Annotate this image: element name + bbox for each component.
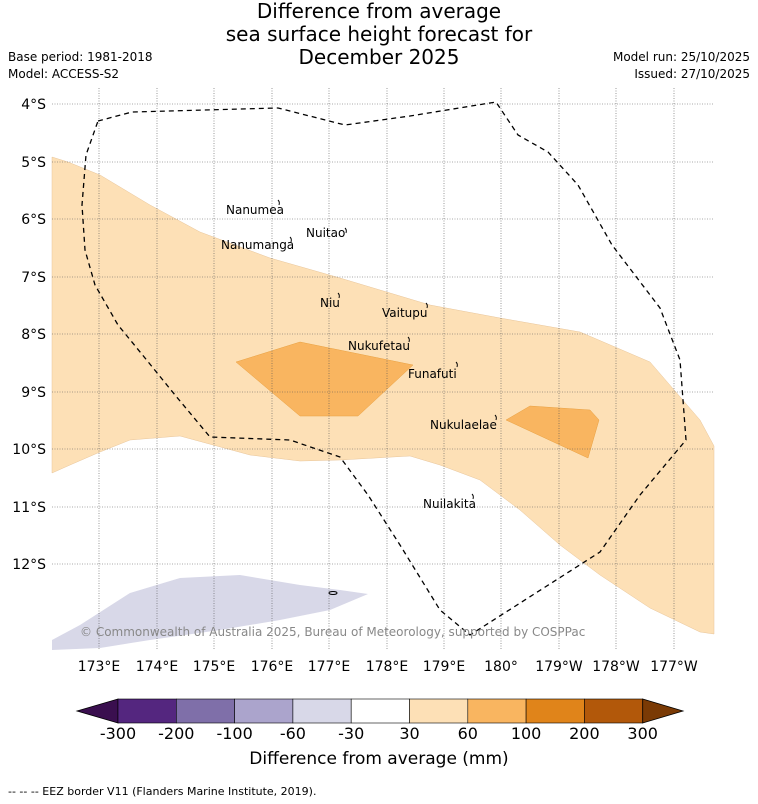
colorbar-bin xyxy=(117,698,177,724)
anomaly-patch-negative xyxy=(52,575,368,650)
colorbar-tick: 60 xyxy=(457,724,478,743)
lon-label: 179°W xyxy=(535,659,583,675)
lat-label: 7°S xyxy=(21,270,46,286)
island-mark xyxy=(337,292,340,299)
meta-right: Model run: 25/10/2025 Issued: 27/10/2025 xyxy=(613,49,750,83)
lon-label: 176°E xyxy=(251,659,294,675)
colorbar-tick: 200 xyxy=(569,724,600,743)
place-labels: Nanumea Nuitao Nanumanga Niu Vaitupu Nukufeta… xyxy=(221,199,497,595)
colorbar-bin xyxy=(234,698,294,724)
colorbar-tick: -100 xyxy=(216,724,253,743)
chart-title: Difference from average sea surface heig… xyxy=(0,0,758,69)
place-label: Niu xyxy=(320,296,340,310)
anomaly-patch-60-100-east xyxy=(505,405,600,459)
eez-legend: -- -- -- EEZ border V11 (Flanders Marine… xyxy=(8,785,317,798)
title-line-2: sea surface height forecast for xyxy=(225,22,533,46)
place-label: Nukufetau xyxy=(348,339,410,353)
colorbar-label: Difference from average (mm) xyxy=(249,749,509,769)
lon-label: 173°E xyxy=(78,659,121,675)
longitude-labels: 173°E 174°E 175°E 176°E 177°E 178°E 179°E 180° 1… xyxy=(78,659,698,675)
title-line-3: December 2025 xyxy=(298,45,460,69)
latitude-labels: 4°S 5°S 6°S 7°S 8°S 9°S 10°S 11°S 12°S xyxy=(12,97,46,573)
lat-label: 5°S xyxy=(21,155,46,171)
island-mark xyxy=(455,361,458,368)
colorbar-bin xyxy=(176,698,235,724)
lon-label: 178°E xyxy=(366,659,409,675)
island-mark xyxy=(407,336,410,343)
issued-date: Issued: 27/10/2025 xyxy=(634,67,750,81)
colorbar-bin xyxy=(350,698,410,724)
lat-label: 4°S xyxy=(21,97,46,113)
lon-label: 179°E xyxy=(423,659,466,675)
place-label: Nanumea xyxy=(226,203,284,217)
lon-label: 180° xyxy=(484,659,518,675)
place-label: Nanumanga xyxy=(221,238,294,252)
colorbar-tick: 300 xyxy=(627,724,658,743)
colorbar-bin xyxy=(409,698,469,724)
colorbar-tick: 30 xyxy=(399,724,420,743)
colorbar-extend-high xyxy=(642,698,685,724)
title-line-1: Difference from average xyxy=(256,0,502,23)
anomaly-patch-60-100-west xyxy=(235,341,414,417)
base-period: Base period: 1981-2018 xyxy=(8,50,153,64)
lon-label: 177°W xyxy=(650,659,698,675)
place-label: Nuitao xyxy=(306,226,345,240)
graticule xyxy=(52,88,714,650)
lon-label: 178°W xyxy=(592,659,640,675)
lon-label: 174°E xyxy=(136,659,179,675)
lat-label: 9°S xyxy=(21,385,46,401)
meta-left: Base period: 1981-2018 Model: ACCESS-S2 xyxy=(8,49,153,83)
island-mark xyxy=(344,227,347,234)
lat-label: 12°S xyxy=(12,557,46,573)
lon-label: 177°E xyxy=(308,659,351,675)
colorbar-bin xyxy=(467,698,527,724)
colorbar-extend-low xyxy=(75,698,119,724)
island-mark xyxy=(471,493,474,500)
islet-mark xyxy=(328,591,338,595)
lat-label: 8°S xyxy=(21,327,46,343)
colorbar-tick: -200 xyxy=(158,724,195,743)
lon-label: 175°E xyxy=(193,659,236,675)
eez-border xyxy=(81,101,687,636)
anomaly-band-30-60 xyxy=(51,156,715,635)
island-mark xyxy=(289,236,292,243)
colorbar-tick: -60 xyxy=(279,724,306,743)
island-mark xyxy=(277,199,280,206)
colorbar-bin xyxy=(292,698,352,724)
island-mark xyxy=(425,302,428,309)
colorbar-bin xyxy=(525,698,585,724)
place-label: Vaitupu xyxy=(382,306,428,320)
lat-label: 10°S xyxy=(12,442,46,458)
colorbar-bin xyxy=(584,698,644,724)
lat-label: 11°S xyxy=(12,500,46,516)
colorbar-tick: -30 xyxy=(338,724,365,743)
colorbar xyxy=(75,698,685,724)
lat-label: 6°S xyxy=(21,212,46,228)
colorbar-tick: 100 xyxy=(510,724,542,743)
place-label: Nukulaelae xyxy=(430,418,497,432)
island-mark xyxy=(494,414,497,421)
place-label: Funafuti xyxy=(408,367,457,381)
copyright-text: © Commonwealth of Australia 2025, Bureau… xyxy=(80,625,585,639)
model-name: Model: ACCESS-S2 xyxy=(8,67,120,81)
colorbar-tick: -300 xyxy=(99,724,137,743)
place-label: Nuilakita xyxy=(423,497,476,511)
model-run: Model run: 25/10/2025 xyxy=(612,50,750,64)
